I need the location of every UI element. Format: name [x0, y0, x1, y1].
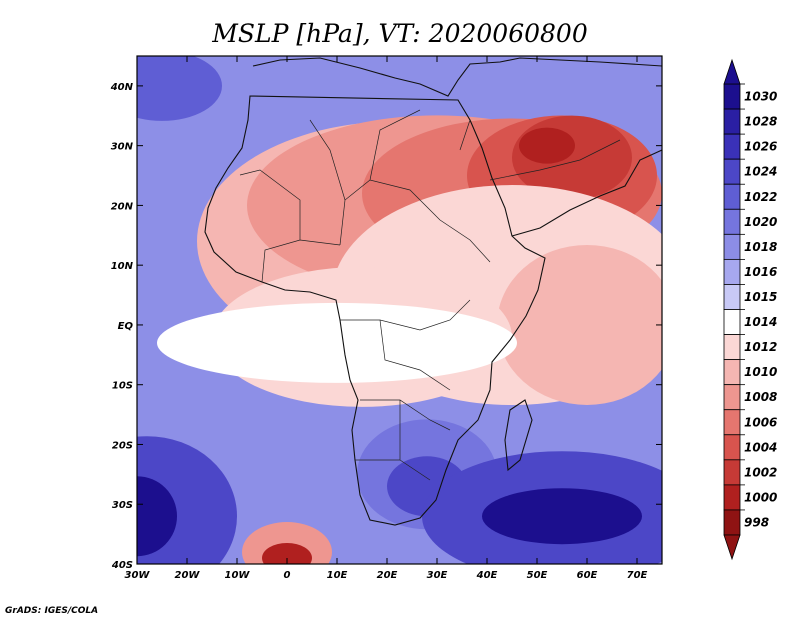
x-tick-label: 70E	[627, 570, 648, 581]
x-tick-label: 10W	[225, 570, 251, 581]
colorbar-bottom-arrow	[723, 534, 741, 561]
colorbar-swatch	[723, 509, 741, 536]
y-tick-label: 10N	[111, 261, 134, 272]
colorbar-swatch	[723, 334, 741, 361]
colorbar-label: 1012	[744, 340, 777, 354]
colorbar-swatch	[723, 434, 741, 461]
pressure-contour-18	[262, 543, 312, 564]
y-tick-label: 20N	[111, 201, 134, 212]
credit-text: GrADS: IGES/COLA	[5, 606, 98, 616]
colorbar-label: 1014	[744, 315, 777, 329]
colorbar-label: 1004	[744, 440, 777, 454]
colorbar-label: 1024	[744, 165, 777, 179]
chart-title: MSLP [hPa], VT: 2020060800	[211, 19, 588, 48]
x-tick-label: 10E	[327, 570, 348, 581]
y-tick-label: EQ	[118, 321, 134, 332]
colorbar-swatch	[723, 284, 741, 310]
country-borders	[239, 109, 621, 481]
colorbar-swatch	[723, 108, 741, 135]
x-tick-label: 30W	[125, 570, 151, 581]
pressure-contour-5	[519, 127, 575, 164]
map-area	[137, 56, 662, 564]
x-tick-label: 50E	[527, 570, 548, 581]
map-frame	[136, 55, 663, 565]
colorbar-swatch	[723, 233, 741, 260]
colorbar-label: 1000	[744, 490, 777, 504]
colorbar-label: 1022	[744, 190, 777, 204]
pressure-contour-15	[482, 488, 642, 545]
colorbar-label: 1028	[744, 115, 777, 129]
y-tick-label: 40N	[110, 82, 134, 93]
y-tick-label: 10S	[112, 381, 133, 392]
pressure-contour-13	[137, 476, 177, 557]
colorbar: 1030 1028 1026 1024 1022 1020 1018 1016 1015 1014…	[723, 58, 777, 561]
colorbar-swatch	[723, 409, 741, 436]
colorbar-label: 1002	[744, 465, 777, 479]
colorbar-swatch	[723, 359, 741, 386]
colorbar-swatch	[723, 208, 741, 235]
x-tick-label: 20W	[175, 570, 201, 581]
colorbar-swatch	[723, 309, 741, 335]
y-axis: 40N 30N 20N 10N EQ 10S 20S 30S 40S	[110, 82, 662, 571]
colorbar-label: 1010	[744, 365, 777, 379]
colorbar-label: 1006	[744, 415, 777, 429]
pressure-contour-9	[157, 302, 517, 383]
colorbar-label: 1016	[744, 265, 777, 279]
colorbar-swatch	[723, 133, 741, 160]
x-tick-label: 30E	[427, 570, 448, 581]
y-tick-label: 30S	[112, 500, 133, 511]
colorbar-label: 1026	[744, 140, 777, 154]
x-tick-label: 60E	[577, 570, 598, 581]
colorbar-swatch	[723, 459, 741, 486]
x-tick-label: 40E	[476, 570, 498, 581]
colorbar-label: 1018	[744, 240, 777, 254]
pressure-contour-16	[137, 56, 222, 121]
y-tick-label: 30N	[111, 142, 134, 153]
pressure-contour-7	[497, 244, 662, 405]
y-tick-label: 20S	[112, 440, 133, 451]
colorbar-label: 1020	[744, 215, 777, 229]
colorbar-swatch	[723, 258, 741, 285]
colorbar-swatch	[723, 384, 741, 411]
colorbar-label: 1030	[744, 90, 777, 104]
x-tick-label: 20E	[377, 570, 398, 581]
coastline-africa	[204, 57, 662, 526]
x-tick-label: 0	[284, 570, 291, 581]
x-axis: 30W 20W 10W 0 10E 20E 30E 40E 50E 60E 70E	[125, 56, 648, 581]
colorbar-label: 1008	[744, 390, 777, 404]
colorbar-label: 1015	[744, 290, 777, 304]
colorbar-swatch	[723, 183, 741, 210]
colorbar-label: 998	[744, 515, 769, 529]
colorbar-swatch	[723, 484, 741, 511]
colorbar-top-arrow	[723, 58, 741, 85]
colorbar-swatch	[723, 83, 741, 110]
colorbar-swatch	[723, 158, 741, 185]
y-tick-label: 40S	[111, 560, 133, 571]
